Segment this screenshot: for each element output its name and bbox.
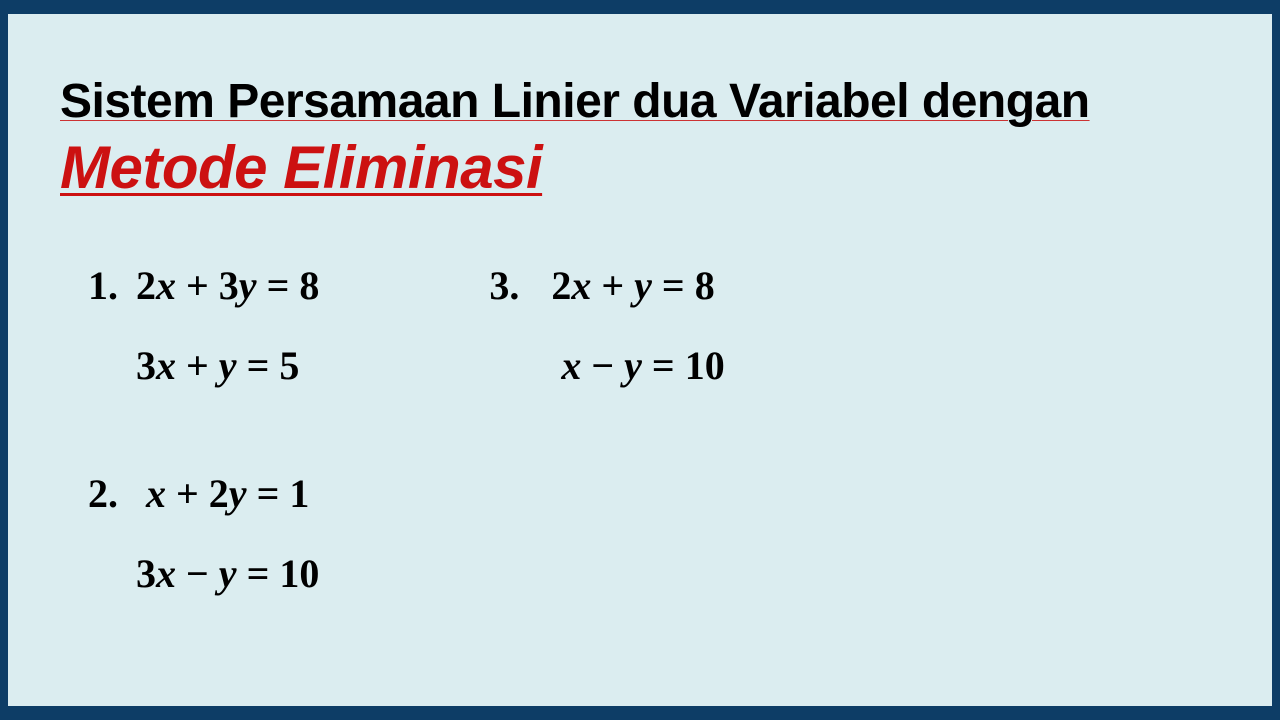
equation: 3x − y = 10 <box>136 550 319 598</box>
equation: x − y = 10 <box>551 342 724 390</box>
right-column: 3. 2x + y = 8 x − y = 10 <box>489 262 724 598</box>
problem-1: 1. 2x + 3y = 8 3x + y = 5 <box>88 262 319 390</box>
content-area: 1. 2x + 3y = 8 3x + y = 5 2. x + 2y = 1 … <box>60 262 1220 598</box>
title-line-1: Sistem Persamaan Linier dua Variabel den… <box>60 74 1220 129</box>
equation-group: x + 2y = 1 3x − y = 10 <box>136 470 319 598</box>
equation: 3x + y = 5 <box>136 342 319 390</box>
equation-group: 2x + y = 8 x − y = 10 <box>537 262 724 390</box>
title-line-2: Metode Eliminasi <box>60 133 1220 202</box>
slide: Sistem Persamaan Linier dua Variabel den… <box>8 14 1272 706</box>
equation: x + 2y = 1 <box>136 470 319 518</box>
problem-number: 3. <box>489 262 519 310</box>
problem-2: 2. x + 2y = 1 3x − y = 10 <box>88 470 319 598</box>
problem-number: 2. <box>88 470 118 518</box>
equation: 2x + y = 8 <box>551 262 724 310</box>
equation: 2x + 3y = 8 <box>136 262 319 310</box>
left-column: 1. 2x + 3y = 8 3x + y = 5 2. x + 2y = 1 … <box>88 262 319 598</box>
equation-group: 2x + 3y = 8 3x + y = 5 <box>136 262 319 390</box>
problem-3: 3. 2x + y = 8 x − y = 10 <box>489 262 724 390</box>
problem-number: 1. <box>88 262 118 310</box>
